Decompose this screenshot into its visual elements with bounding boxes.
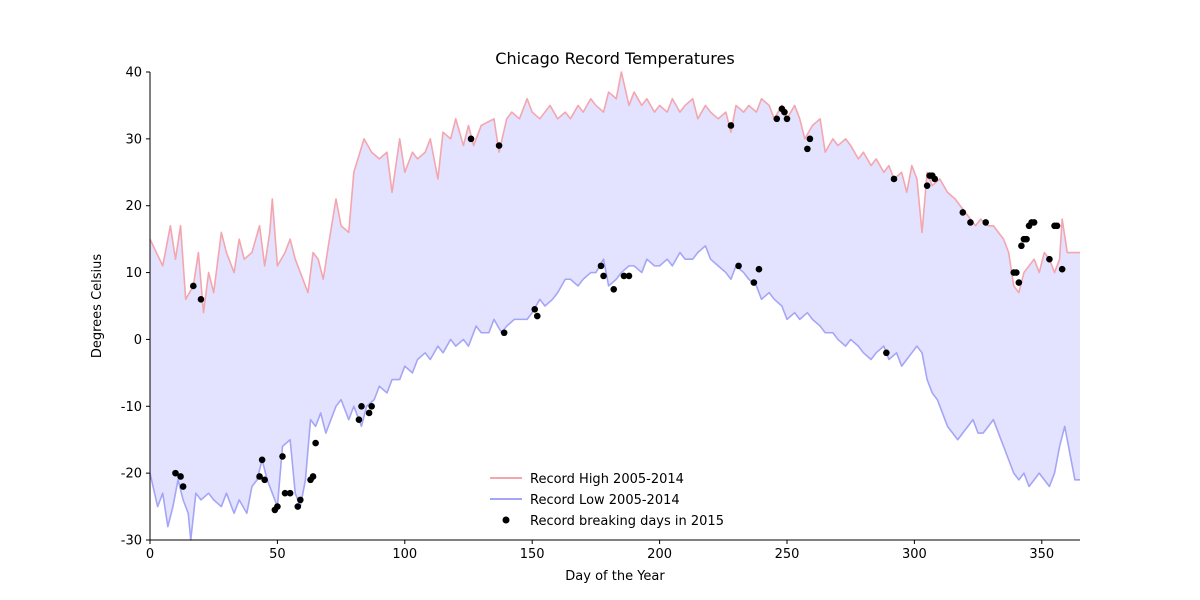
record-breaking-point bbox=[274, 503, 281, 510]
record-breaking-point bbox=[256, 473, 263, 480]
record-breaking-point bbox=[467, 135, 475, 143]
record-breaking-point bbox=[172, 469, 179, 477]
x-tick-label: 200 bbox=[647, 547, 672, 562]
legend-record-label: Record breaking days in 2015 bbox=[530, 514, 724, 529]
record-breaking-point bbox=[190, 282, 197, 290]
record-breaking-point bbox=[286, 489, 294, 497]
record-breaking-point bbox=[281, 489, 289, 497]
record-breaking-point bbox=[495, 142, 503, 149]
y-tick-label: 20 bbox=[125, 199, 142, 214]
record-breaking-point bbox=[500, 329, 508, 337]
record-breaking-point bbox=[1018, 242, 1025, 250]
record-breaking-point bbox=[1023, 235, 1030, 243]
record-breaking-point bbox=[600, 272, 607, 280]
record-breaking-point bbox=[261, 476, 268, 484]
x-tick-label: 100 bbox=[392, 547, 417, 562]
y-ticks: -30 -20 -10 0 10 20 30 40 bbox=[121, 66, 150, 549]
legend: Record High 2005-2014 Record Low 2005-20… bbox=[490, 472, 724, 529]
record-breaking-point bbox=[620, 272, 628, 280]
record-breaking-point bbox=[355, 416, 363, 423]
record-breaking-point bbox=[735, 262, 742, 270]
record-breaking-point bbox=[309, 473, 317, 480]
x-tick-label: 300 bbox=[902, 547, 927, 562]
record-breaking-point bbox=[368, 402, 375, 410]
record-breaking-point bbox=[294, 503, 302, 510]
x-ticks: 0 50 100 150 200 250 300 350 bbox=[146, 540, 1054, 562]
legend-low-label: Record Low 2005-2014 bbox=[530, 493, 680, 508]
record-breaking-point bbox=[727, 122, 735, 129]
record-breaking-point bbox=[923, 182, 931, 189]
record-breaking-point bbox=[533, 312, 541, 320]
y-tick-label: -20 bbox=[121, 467, 142, 482]
record-breaking-point bbox=[531, 306, 539, 313]
y-tick-label: 30 bbox=[125, 132, 142, 147]
record-breaking-point bbox=[179, 483, 187, 490]
record-breaking-point bbox=[755, 265, 763, 273]
record-range-fill bbox=[150, 72, 1080, 540]
record-breaking-point bbox=[783, 115, 791, 123]
record-breaking-point bbox=[1058, 265, 1066, 273]
y-axis-label: Degrees Celsius bbox=[90, 254, 105, 359]
record-breaking-point bbox=[177, 473, 184, 480]
x-tick-label: 150 bbox=[520, 547, 545, 562]
record-breaking-point bbox=[959, 209, 967, 216]
legend-high-label: Record High 2005-2014 bbox=[530, 472, 684, 487]
record-high-line bbox=[149, 71, 1080, 314]
record-breaking-point bbox=[806, 135, 814, 143]
record-breaking-point bbox=[890, 175, 898, 183]
record-breaking-point bbox=[773, 115, 781, 123]
x-axis-label: Day of the Year bbox=[565, 569, 665, 584]
y-tick-label: 0 bbox=[134, 333, 142, 348]
y-tick-label: -30 bbox=[121, 534, 142, 549]
record-breaking-point bbox=[982, 219, 990, 226]
plot-area bbox=[149, 71, 1080, 541]
record-breaking-point bbox=[1015, 279, 1023, 286]
record-breaking-point bbox=[1053, 222, 1061, 230]
record-breaking-point bbox=[931, 175, 939, 183]
record-breaking-point bbox=[610, 285, 618, 293]
x-tick-label: 0 bbox=[146, 547, 154, 562]
record-breaking-point bbox=[279, 453, 286, 460]
record-breaking-point bbox=[781, 108, 788, 116]
x-tick-label: 50 bbox=[269, 547, 286, 562]
record-breaking-point bbox=[967, 219, 974, 226]
record-low-line bbox=[149, 245, 1080, 541]
record-breaking-point bbox=[1030, 219, 1038, 226]
record-breaking-point bbox=[750, 279, 758, 286]
axes bbox=[149, 72, 1080, 541]
legend-record-swatch bbox=[502, 516, 510, 524]
record-breaking-point bbox=[197, 296, 205, 303]
record-breaking-point bbox=[312, 439, 319, 447]
record-breaking-point bbox=[625, 272, 633, 280]
record-breaking-point bbox=[883, 349, 890, 357]
record-breaking-point bbox=[365, 409, 373, 417]
chart-title: Chicago Record Temperatures bbox=[495, 49, 734, 68]
y-tick-label: 40 bbox=[125, 66, 142, 81]
record-breaking-point bbox=[297, 496, 304, 504]
y-tick-label: -10 bbox=[121, 400, 142, 415]
record-breaking-point bbox=[1046, 255, 1053, 263]
record-breaking-point bbox=[258, 456, 266, 464]
x-tick-label: 350 bbox=[1029, 547, 1054, 562]
record-breaking-point bbox=[597, 262, 605, 270]
record-breaking-point bbox=[358, 402, 365, 410]
y-tick-label: 10 bbox=[125, 266, 142, 281]
x-tick-label: 250 bbox=[775, 547, 800, 562]
record-breaking-point bbox=[804, 145, 811, 153]
record-breaking-point bbox=[1013, 269, 1020, 276]
